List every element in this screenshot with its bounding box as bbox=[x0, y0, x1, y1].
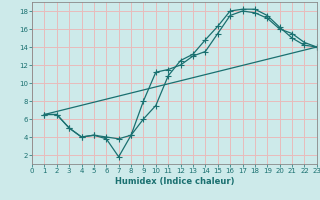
X-axis label: Humidex (Indice chaleur): Humidex (Indice chaleur) bbox=[115, 177, 234, 186]
